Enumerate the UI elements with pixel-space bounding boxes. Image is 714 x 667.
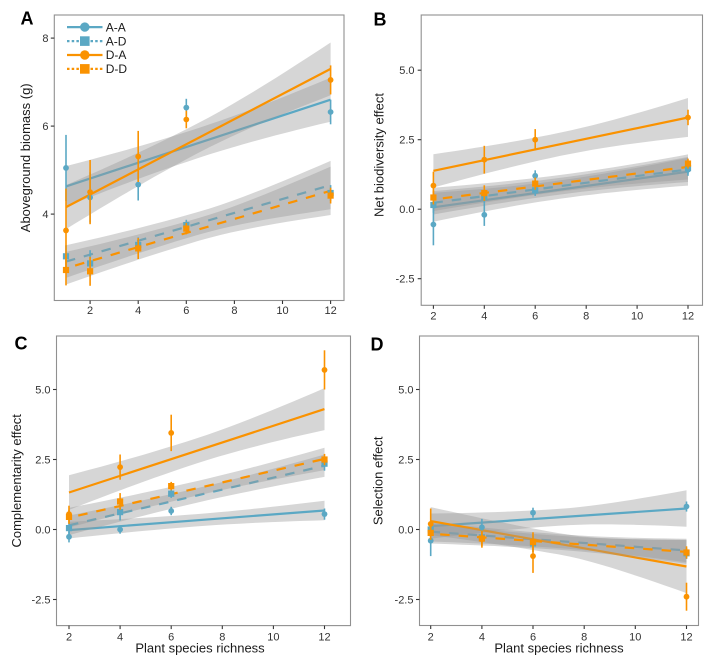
svg-text:10: 10 xyxy=(629,632,641,644)
svg-text:2.5: 2.5 xyxy=(398,455,413,467)
svg-text:A-A: A-A xyxy=(106,20,126,34)
svg-text:D: D xyxy=(371,335,384,355)
svg-text:8: 8 xyxy=(219,632,225,644)
svg-text:8: 8 xyxy=(581,632,587,644)
svg-text:2: 2 xyxy=(66,632,72,644)
svg-text:Net biodiversity effect: Net biodiversity effect xyxy=(372,93,387,217)
svg-text:4: 4 xyxy=(479,632,485,644)
svg-text:12: 12 xyxy=(682,310,694,322)
svg-text:6: 6 xyxy=(183,305,189,317)
svg-text:10: 10 xyxy=(267,632,279,644)
svg-text:0.0: 0.0 xyxy=(35,525,50,537)
svg-text:B: B xyxy=(374,10,387,30)
svg-text:8: 8 xyxy=(231,305,237,317)
svg-text:6: 6 xyxy=(42,121,48,133)
svg-text:4: 4 xyxy=(42,209,48,221)
svg-text:D-D: D-D xyxy=(106,62,128,76)
svg-text:12: 12 xyxy=(680,632,692,644)
svg-text:2: 2 xyxy=(87,305,93,317)
svg-text:Aboveground biomass (g): Aboveground biomass (g) xyxy=(18,83,33,232)
svg-text:4: 4 xyxy=(481,310,487,322)
svg-text:2: 2 xyxy=(428,632,434,644)
svg-text:-2.5: -2.5 xyxy=(395,595,414,607)
svg-text:10: 10 xyxy=(631,310,643,322)
svg-text:C: C xyxy=(15,334,28,354)
svg-text:4: 4 xyxy=(117,632,123,644)
svg-text:2.5: 2.5 xyxy=(35,455,50,467)
svg-text:Complementarity effect: Complementarity effect xyxy=(9,414,24,548)
svg-text:0.0: 0.0 xyxy=(398,525,413,537)
svg-text:Plant species richness: Plant species richness xyxy=(494,641,624,656)
svg-text:6: 6 xyxy=(530,632,536,644)
svg-text:2.5: 2.5 xyxy=(399,135,414,147)
svg-text:6: 6 xyxy=(168,632,174,644)
svg-text:0.0: 0.0 xyxy=(399,204,414,216)
svg-text:12: 12 xyxy=(318,632,330,644)
svg-text:4: 4 xyxy=(135,305,141,317)
svg-text:2: 2 xyxy=(430,310,436,322)
svg-text:5.0: 5.0 xyxy=(398,385,413,397)
svg-text:A: A xyxy=(21,9,34,29)
svg-text:Selection effect: Selection effect xyxy=(371,436,386,525)
svg-text:Plant species richness: Plant species richness xyxy=(135,641,265,656)
svg-text:-2.5: -2.5 xyxy=(396,274,415,286)
svg-text:-2.5: -2.5 xyxy=(32,595,51,607)
svg-text:D-A: D-A xyxy=(106,48,127,62)
svg-text:A-D: A-D xyxy=(106,34,127,48)
svg-text:8: 8 xyxy=(42,33,48,45)
svg-text:10: 10 xyxy=(276,305,288,317)
svg-text:8: 8 xyxy=(583,310,589,322)
svg-text:5.0: 5.0 xyxy=(399,65,414,77)
svg-text:5.0: 5.0 xyxy=(35,385,50,397)
svg-text:12: 12 xyxy=(324,305,336,317)
svg-text:6: 6 xyxy=(532,310,538,322)
